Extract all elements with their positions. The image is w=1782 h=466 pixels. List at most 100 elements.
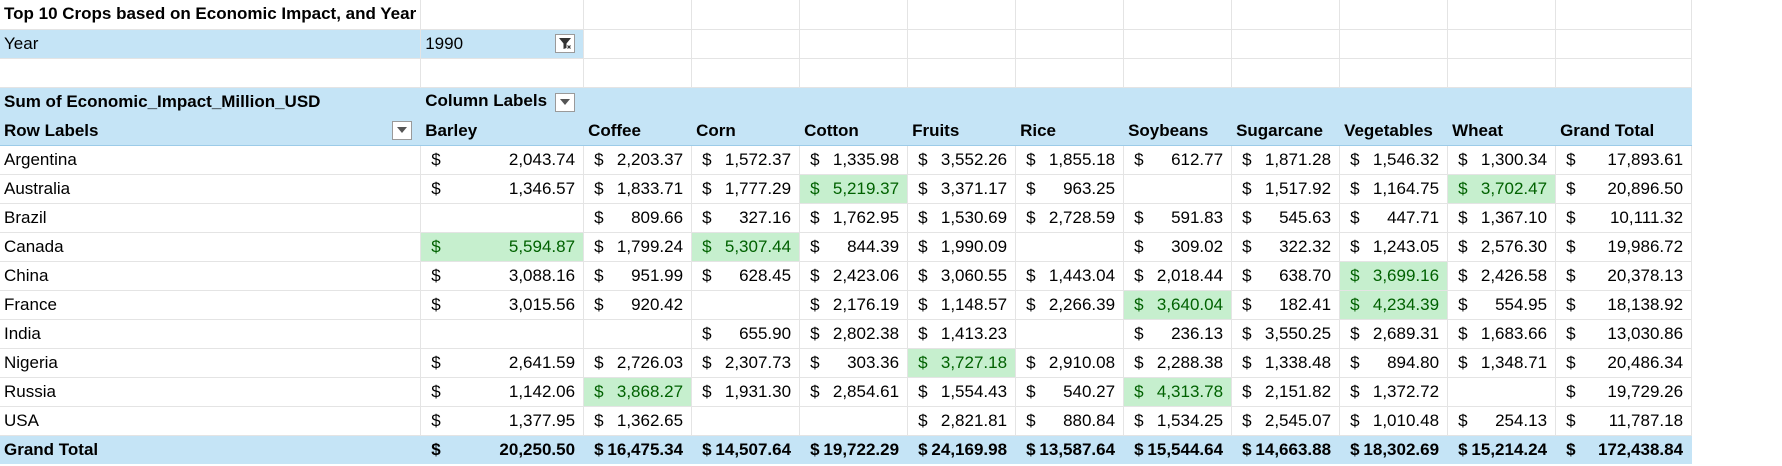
- row-label[interactable]: Australia: [0, 174, 422, 204]
- value-cell[interactable]: $809.66: [583, 203, 693, 233]
- value-cell[interactable]: $20,250.50: [420, 434, 585, 464]
- value-cell[interactable]: $844.39: [799, 232, 909, 262]
- value-cell[interactable]: $1,243.05: [1339, 232, 1449, 262]
- value-cell[interactable]: $1,833.71: [583, 174, 693, 204]
- value-cell[interactable]: $1,338.48: [1231, 348, 1341, 378]
- value-cell[interactable]: $2,545.07: [1231, 406, 1341, 436]
- value-cell[interactable]: $1,300.34: [1447, 145, 1557, 175]
- value-cell[interactable]: $15,544.64: [1123, 434, 1233, 464]
- value-cell[interactable]: $20,896.50: [1555, 174, 1693, 204]
- value-cell[interactable]: $2,176.19: [799, 290, 909, 320]
- row-label[interactable]: India: [0, 319, 422, 349]
- value-cell[interactable]: $2,426.58: [1447, 261, 1557, 291]
- value-cell[interactable]: $2,043.74: [420, 145, 585, 175]
- value-cell[interactable]: $2,576.30: [1447, 232, 1557, 262]
- value-cell[interactable]: $10,111.32: [1555, 203, 1693, 233]
- value-cell[interactable]: $920.42: [583, 290, 693, 320]
- value-cell[interactable]: $1,777.29: [691, 174, 801, 204]
- value-cell[interactable]: $628.45: [691, 261, 801, 291]
- value-cell[interactable]: $327.16: [691, 203, 801, 233]
- value-cell[interactable]: $24,169.98: [907, 434, 1017, 464]
- highlighted-value-cell[interactable]: $3,868.27: [583, 377, 693, 407]
- value-cell[interactable]: $1,413.23: [907, 319, 1017, 349]
- value-cell[interactable]: $447.71: [1339, 203, 1449, 233]
- value-cell[interactable]: $612.77: [1123, 145, 1233, 175]
- value-cell[interactable]: [691, 406, 801, 436]
- row-label[interactable]: France: [0, 290, 422, 320]
- value-cell[interactable]: $545.63: [1231, 203, 1341, 233]
- value-cell[interactable]: $951.99: [583, 261, 693, 291]
- value-cell[interactable]: $11,787.18: [1555, 406, 1693, 436]
- value-cell[interactable]: $1,554.43: [907, 377, 1017, 407]
- value-cell[interactable]: $3,015.56: [420, 290, 585, 320]
- value-cell[interactable]: $1,362.65: [583, 406, 693, 436]
- value-cell[interactable]: $1,762.95: [799, 203, 909, 233]
- row-label[interactable]: China: [0, 261, 422, 291]
- value-cell[interactable]: $1,148.57: [907, 290, 1017, 320]
- value-cell[interactable]: $18,302.69: [1339, 434, 1449, 464]
- value-cell[interactable]: $2,910.08: [1015, 348, 1125, 378]
- value-cell[interactable]: $16,475.34: [583, 434, 693, 464]
- value-cell[interactable]: $1,534.25: [1123, 406, 1233, 436]
- highlighted-value-cell[interactable]: $3,640.04: [1123, 290, 1233, 320]
- highlighted-value-cell[interactable]: $5,219.37: [799, 174, 909, 204]
- value-cell[interactable]: $591.83: [1123, 203, 1233, 233]
- filter-value-cell[interactable]: 1990: [420, 29, 585, 59]
- value-cell[interactable]: $1,164.75: [1339, 174, 1449, 204]
- value-cell[interactable]: $554.95: [1447, 290, 1557, 320]
- value-cell[interactable]: $880.84: [1015, 406, 1125, 436]
- value-cell[interactable]: $1,517.92: [1231, 174, 1341, 204]
- value-cell[interactable]: $1,931.30: [691, 377, 801, 407]
- filter-icon[interactable]: [555, 33, 576, 53]
- value-cell[interactable]: $540.27: [1015, 377, 1125, 407]
- value-cell[interactable]: $2,423.06: [799, 261, 909, 291]
- value-cell[interactable]: $1,871.28: [1231, 145, 1341, 175]
- row-label[interactable]: Argentina: [0, 145, 422, 175]
- value-cell[interactable]: [691, 290, 801, 320]
- value-cell[interactable]: $1,377.95: [420, 406, 585, 436]
- highlighted-value-cell[interactable]: $5,594.87: [420, 232, 585, 262]
- value-cell[interactable]: $1,572.37: [691, 145, 801, 175]
- value-cell[interactable]: $17,893.61: [1555, 145, 1693, 175]
- highlighted-value-cell[interactable]: $3,699.16: [1339, 261, 1449, 291]
- value-cell[interactable]: $2,854.61: [799, 377, 909, 407]
- value-cell[interactable]: [1123, 174, 1233, 204]
- highlighted-value-cell[interactable]: $5,307.44: [691, 232, 801, 262]
- highlighted-value-cell[interactable]: $4,234.39: [1339, 290, 1449, 320]
- value-cell[interactable]: $2,266.39: [1015, 290, 1125, 320]
- value-cell[interactable]: $3,371.17: [907, 174, 1017, 204]
- value-cell[interactable]: $894.80: [1339, 348, 1449, 378]
- row-label[interactable]: USA: [0, 406, 422, 436]
- chevron-down-icon[interactable]: [392, 120, 413, 140]
- value-cell[interactable]: $3,552.26: [907, 145, 1017, 175]
- chevron-down-icon[interactable]: [555, 92, 576, 112]
- value-cell[interactable]: $2,151.82: [1231, 377, 1341, 407]
- value-cell[interactable]: $1,142.06: [420, 377, 585, 407]
- value-cell[interactable]: $18,138.92: [1555, 290, 1693, 320]
- value-cell[interactable]: $13,587.64: [1015, 434, 1125, 464]
- value-cell[interactable]: $2,802.38: [799, 319, 909, 349]
- value-cell[interactable]: $2,203.37: [583, 145, 693, 175]
- value-cell[interactable]: $2,307.73: [691, 348, 801, 378]
- value-cell[interactable]: $1,367.10: [1447, 203, 1557, 233]
- value-cell[interactable]: $2,641.59: [420, 348, 585, 378]
- value-cell[interactable]: [799, 406, 909, 436]
- value-cell[interactable]: $2,726.03: [583, 348, 693, 378]
- value-cell[interactable]: $309.02: [1123, 232, 1233, 262]
- value-cell[interactable]: $15,214.24: [1447, 434, 1557, 464]
- value-cell[interactable]: $3,060.55: [907, 261, 1017, 291]
- value-cell[interactable]: [583, 319, 693, 349]
- value-cell[interactable]: $1,335.98: [799, 145, 909, 175]
- value-cell[interactable]: $1,990.09: [907, 232, 1017, 262]
- value-cell[interactable]: $638.70: [1231, 261, 1341, 291]
- value-cell[interactable]: $19,729.26: [1555, 377, 1693, 407]
- value-cell[interactable]: $236.13: [1123, 319, 1233, 349]
- value-cell[interactable]: [420, 319, 585, 349]
- value-cell[interactable]: $1,372.72: [1339, 377, 1449, 407]
- value-cell[interactable]: $963.25: [1015, 174, 1125, 204]
- value-cell[interactable]: [1015, 319, 1125, 349]
- value-cell[interactable]: [420, 203, 585, 233]
- value-cell[interactable]: $1,346.57: [420, 174, 585, 204]
- value-cell[interactable]: $182.41: [1231, 290, 1341, 320]
